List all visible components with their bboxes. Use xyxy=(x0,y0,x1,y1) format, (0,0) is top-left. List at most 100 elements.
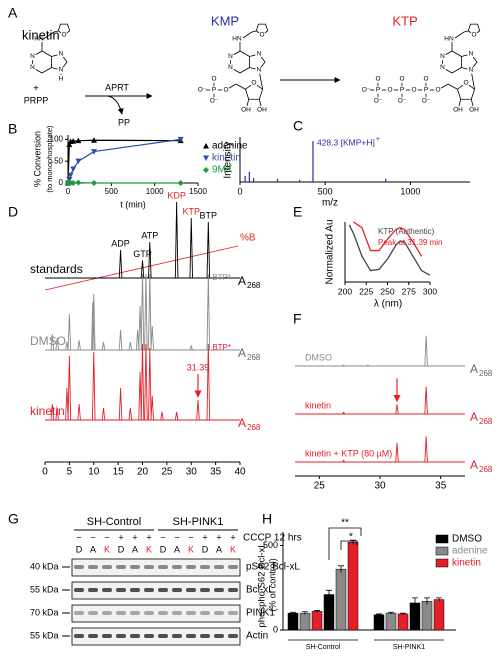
peak xyxy=(55,337,59,351)
point xyxy=(177,136,184,143)
atom-label: O xyxy=(423,76,428,83)
peak-label: BTP xyxy=(200,210,218,220)
peak xyxy=(67,355,72,421)
legend-label: 9MK xyxy=(212,165,233,176)
annotation: 428.3 [KMP+H] xyxy=(317,137,375,147)
bar xyxy=(433,599,445,631)
atom-label: HN xyxy=(232,36,242,43)
peak-label: GTP xyxy=(133,249,152,259)
peak xyxy=(77,403,81,421)
atom-label: N xyxy=(440,64,445,71)
band xyxy=(158,611,168,615)
ring xyxy=(244,82,264,100)
atom-label: N xyxy=(30,53,35,60)
peak xyxy=(128,407,133,421)
peak xyxy=(424,335,428,367)
peak xyxy=(150,325,154,351)
treatment-sign: − xyxy=(76,532,81,542)
peak xyxy=(92,351,96,421)
reaction-arrow xyxy=(107,95,124,115)
atom-backing xyxy=(434,86,442,94)
legend-label: kinetin xyxy=(452,558,481,569)
peak-label: 31.39 xyxy=(187,362,210,372)
error-bar xyxy=(290,611,296,614)
ring xyxy=(467,23,481,36)
detector-label: A xyxy=(470,362,478,376)
peak xyxy=(395,442,399,463)
x-tick-label: 500 xyxy=(105,187,119,196)
scheme-text: PRPP xyxy=(24,95,49,105)
treatment-sign: + xyxy=(146,532,151,542)
atom-label: OH xyxy=(453,107,463,114)
legend-marker xyxy=(203,167,209,173)
x-tick-label: 200 xyxy=(338,286,352,296)
ring xyxy=(57,23,71,36)
band xyxy=(214,588,224,592)
panel-label: G xyxy=(8,511,19,527)
panel-label: B xyxy=(8,121,17,137)
bond xyxy=(458,99,462,107)
lane-label: A xyxy=(174,544,180,554)
lane-label: D xyxy=(160,544,167,554)
point xyxy=(66,141,73,148)
bar xyxy=(335,568,347,631)
x-tick-label: 0 xyxy=(42,467,48,478)
atom-backing xyxy=(258,106,266,114)
detector-wavelength: 268 xyxy=(247,353,261,362)
band xyxy=(102,565,112,569)
peak xyxy=(91,301,95,351)
treatment-label: CCCP 12 hrs xyxy=(243,533,302,544)
error-bar xyxy=(400,612,406,615)
treatment-sign: − xyxy=(104,532,109,542)
x-tick-label: 275 xyxy=(402,286,416,296)
peak xyxy=(342,364,346,367)
series-line xyxy=(67,138,181,184)
detector-wavelength: 268 xyxy=(247,423,261,432)
error-bar xyxy=(314,610,320,613)
band xyxy=(158,588,168,592)
band xyxy=(172,565,182,569)
band xyxy=(74,588,84,592)
atom-backing xyxy=(57,66,65,74)
band xyxy=(214,634,224,638)
detector-label: A xyxy=(238,274,246,288)
peak xyxy=(144,343,148,421)
atom-backing xyxy=(467,66,475,74)
x-tick-label: 20 xyxy=(137,467,149,478)
y-axis-label: phospho S62 Bcl-xL xyxy=(257,542,268,627)
atom-label: N xyxy=(228,53,233,60)
atom-backing xyxy=(462,79,470,87)
band xyxy=(74,565,84,569)
legend-label: adenine xyxy=(212,141,248,152)
x-tick-label: 10 xyxy=(88,467,100,478)
atom-backing xyxy=(35,35,43,43)
atom-label: N xyxy=(228,64,233,71)
band xyxy=(88,588,98,592)
error-bar xyxy=(338,565,344,573)
peak-label: ATP xyxy=(141,230,158,240)
legend-label: Peak at 31.39 min xyxy=(378,238,442,247)
band xyxy=(200,588,210,592)
lane-label: A xyxy=(90,544,96,554)
band xyxy=(172,634,182,638)
atom-backing xyxy=(470,31,478,39)
band xyxy=(200,634,210,638)
peak xyxy=(92,293,96,351)
structure-name: KMP xyxy=(211,13,239,28)
atom-backing xyxy=(422,75,430,83)
peak xyxy=(140,273,145,351)
atom-label: O xyxy=(411,87,416,94)
bond xyxy=(44,31,55,39)
atom-backing xyxy=(28,52,37,61)
structure-name: KTP xyxy=(392,13,417,28)
atom-label: HN xyxy=(34,36,44,43)
bond xyxy=(258,99,262,107)
treatment-sign: − xyxy=(90,532,95,542)
bar xyxy=(373,614,385,631)
atom-label: O⁻ xyxy=(362,87,371,94)
atom-label: O⁻ xyxy=(374,98,383,105)
gradient-label: %B xyxy=(240,233,256,244)
trace-label: kinetin xyxy=(30,404,65,418)
band xyxy=(144,634,154,638)
